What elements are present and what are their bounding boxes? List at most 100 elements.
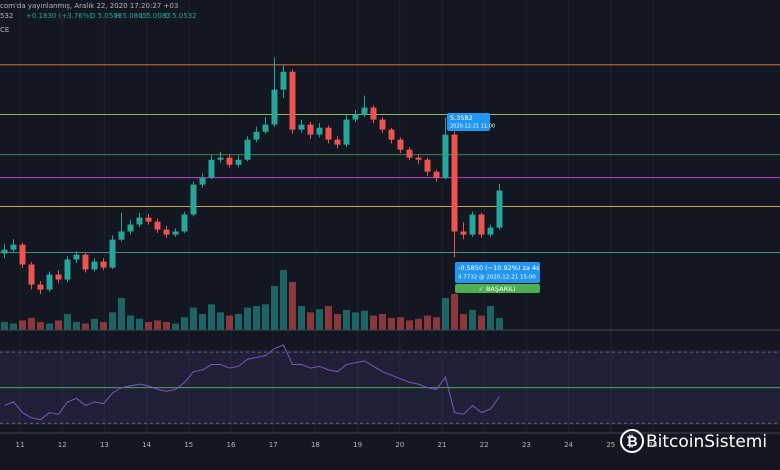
grid (19, 0, 654, 433)
volume-bar (442, 298, 449, 330)
volume-bar (55, 320, 62, 330)
volume-bar (145, 322, 152, 330)
annotation-text: 4.7732 @ 2020-12-21 15:00 (458, 275, 536, 281)
volume-bar (199, 314, 206, 330)
volume-bar (343, 310, 350, 330)
candle-body (208, 159, 215, 178)
candle-body (172, 231, 179, 235)
candle-body (37, 284, 44, 290)
status-text: ✓ BAŞARILI (478, 285, 515, 293)
candle-body (343, 119, 350, 145)
candle-body (46, 274, 53, 290)
volume-bar (289, 282, 296, 330)
candle-body (316, 127, 323, 135)
volume-bar (235, 314, 242, 330)
volume-bar (415, 318, 422, 330)
candle-body (73, 254, 80, 260)
x-tick-label: 19 (353, 441, 362, 449)
candle-body (325, 127, 332, 140)
volume-bar (181, 317, 188, 330)
watermark: ₿ BitcoinSistemi (620, 429, 767, 453)
volume-bar (19, 320, 26, 330)
header-close: C 5.0532 (165, 12, 197, 20)
volume-bar (127, 315, 134, 330)
watermark-logo (620, 429, 644, 453)
volume-bar (487, 306, 494, 330)
volume-bar (28, 318, 35, 330)
x-tick-label: 24 (564, 441, 573, 449)
candle-body (433, 171, 440, 178)
x-tick-label: 16 (227, 441, 236, 449)
watermark-text: BitcoinSistemi (646, 432, 767, 452)
volume-bar (424, 315, 431, 330)
volume-bar (469, 310, 476, 330)
x-tick-label: 12 (58, 441, 67, 449)
candle-body (91, 261, 98, 270)
volume-bar (316, 309, 323, 330)
candle-body (406, 149, 413, 158)
candle-body (82, 254, 89, 270)
volume-bar (154, 320, 161, 330)
rsi-band (0, 350, 780, 425)
candle-body (253, 131, 260, 140)
candle-body (280, 71, 287, 90)
annotation-box (447, 113, 490, 131)
candle-body (388, 129, 395, 140)
volume-bar (370, 315, 377, 330)
watermark-logo-glyph: ₿ (626, 434, 637, 450)
volume-bar (496, 318, 503, 330)
header-line: com'da yayınlanmış, Aralık 22, 2020 17:2… (0, 2, 178, 10)
volume-bar (352, 312, 359, 330)
candle-body (397, 139, 404, 150)
x-tick-label: 25 (606, 441, 615, 449)
candle-body (1, 249, 8, 254)
candle-body (289, 71, 296, 130)
candle-body (262, 124, 269, 132)
x-tick-label: 20 (395, 441, 404, 449)
candle-body (487, 227, 494, 235)
candle-body (55, 274, 62, 280)
volume-bar (361, 310, 368, 330)
candle-body (244, 139, 251, 160)
high-annotation: 5.3582 2020-12-21 11:00 (447, 113, 495, 131)
annotation-text: -0.5850 (−10.92%) za 4s (458, 264, 540, 272)
candle-body (100, 261, 107, 268)
candle-body (145, 217, 152, 222)
candle-body (28, 264, 35, 285)
volume-bar (253, 306, 260, 330)
x-tick-label: 14 (142, 441, 151, 449)
candle-body (190, 184, 197, 215)
candle-body (109, 239, 116, 268)
candle-body (136, 217, 143, 225)
x-tick-label: 22 (480, 441, 489, 449)
volume-bar (451, 294, 458, 330)
candle-body (415, 157, 422, 160)
volume-bar (163, 322, 170, 330)
volume-bar (280, 270, 287, 330)
candle-body (451, 134, 458, 232)
candle-body (442, 134, 449, 178)
volume-bar (334, 314, 341, 330)
volume-bar (82, 323, 89, 330)
header-low: L 5.0083 (140, 12, 171, 20)
volume-bar (73, 322, 80, 330)
volume-bar (136, 318, 143, 330)
x-tick-label: 17 (269, 441, 278, 449)
x-tick-label: 11 (16, 441, 25, 449)
candle-body (10, 244, 17, 250)
candle-body (271, 89, 278, 125)
x-tick-label: 18 (311, 441, 320, 449)
candle-body (64, 259, 71, 280)
volume-bar (379, 314, 386, 330)
volume-bar (478, 315, 485, 330)
annotation-text: 5.3582 (450, 114, 473, 122)
candle-body (235, 159, 242, 165)
volume-bar (397, 317, 404, 330)
plot (0, 57, 780, 424)
volume-bar (217, 312, 224, 330)
candle-body (226, 157, 233, 165)
volume-bar (91, 318, 98, 330)
candle-body (118, 231, 125, 240)
candle-body (163, 229, 170, 235)
